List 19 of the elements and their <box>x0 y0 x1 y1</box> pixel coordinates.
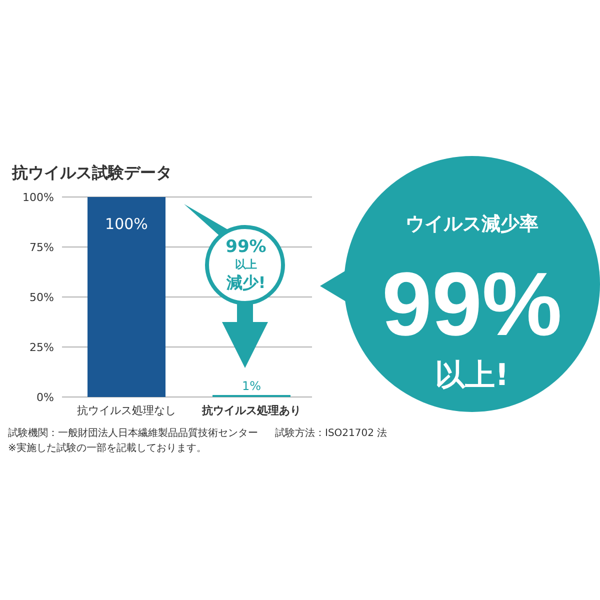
text: 試験機関：一般財団法人日本繊維製品品質技術センター <box>8 427 258 439</box>
x-tick-label: 抗ウイルス処理なし <box>77 404 176 417</box>
text: ※実施した試験の一部を記載しております。 <box>8 442 206 454</box>
annotation: 以上 <box>235 258 257 271</box>
y-tick-label: 0% <box>36 391 54 404</box>
annotation: 99% <box>226 237 266 257</box>
annotation: 減少! <box>225 273 266 292</box>
x-tick-label: 抗ウイルス処理あり <box>201 404 301 417</box>
text: 99% <box>382 255 562 355</box>
y-tick-label: 25% <box>30 341 54 354</box>
y-tick-label: 100% <box>22 191 54 204</box>
y-tick-label: 50% <box>30 291 54 304</box>
text: ウイルス減少率 <box>406 213 538 235</box>
chart-title: 抗ウイルス試験データ <box>11 163 172 182</box>
text: 以上! <box>435 358 509 393</box>
data-label: 1% <box>242 379 262 393</box>
y-tick-label: 75% <box>30 241 54 254</box>
data-label: 100% <box>105 215 148 233</box>
text: 試験方法：ISO21702 法 <box>275 427 388 439</box>
